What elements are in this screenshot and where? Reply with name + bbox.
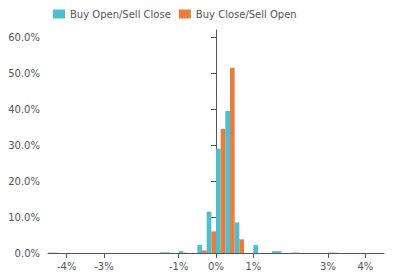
svg-text:1%: 1% [245, 261, 261, 272]
svg-text:0.0%: 0.0% [15, 248, 40, 259]
svg-text:30.0%: 30.0% [8, 140, 40, 151]
svg-text:4%: 4% [357, 261, 373, 272]
svg-text:60.0%: 60.0% [8, 32, 40, 43]
svg-text:0%: 0% [208, 261, 224, 272]
svg-text:Buy Open/Sell Close: Buy Open/Sell Close [70, 9, 171, 20]
svg-text:-4%: -4% [57, 261, 76, 272]
svg-text:Buy Close/Sell Open: Buy Close/Sell Open [196, 9, 297, 20]
svg-text:40.0%: 40.0% [8, 104, 40, 115]
svg-text:-3%: -3% [94, 261, 113, 272]
svg-text:50.0%: 50.0% [8, 68, 40, 79]
svg-text:3%: 3% [320, 261, 336, 272]
svg-text:20.0%: 20.0% [8, 176, 40, 187]
svg-text:10.0%: 10.0% [8, 212, 40, 223]
svg-text:-1%: -1% [169, 261, 188, 272]
